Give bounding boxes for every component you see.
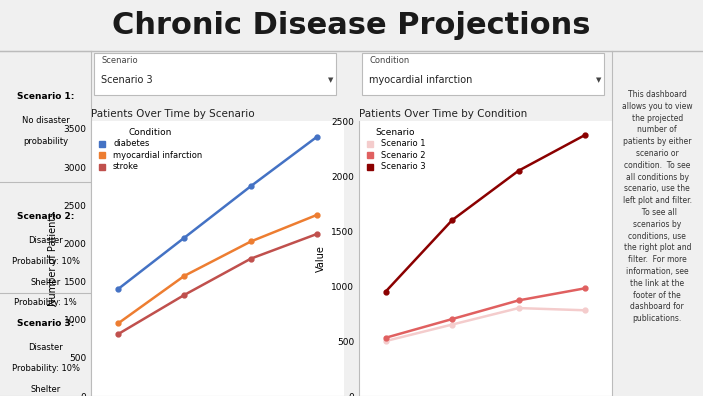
Text: Disaster: Disaster [28,236,63,246]
Text: Disaster: Disaster [28,343,63,352]
Text: Scenario 2:: Scenario 2: [17,212,75,221]
Text: Scenario 1:: Scenario 1: [17,92,75,101]
Legend: Scenario 1, Scenario 2, Scenario 3: Scenario 1, Scenario 2, Scenario 3 [363,126,428,174]
Text: Patients Over Time by Condition: Patients Over Time by Condition [359,109,527,119]
FancyBboxPatch shape [361,53,604,95]
Y-axis label: Number of Patients: Number of Patients [48,211,58,306]
Text: Probability: 10%: Probability: 10% [12,257,79,266]
Text: myocardial infarction: myocardial infarction [369,75,472,85]
Text: Probability: 1%: Probability: 1% [14,299,77,307]
Text: Chronic Disease Projections: Chronic Disease Projections [112,11,591,40]
Legend: diabetes, myocardial infarction, stroke: diabetes, myocardial infarction, stroke [96,126,205,174]
Text: Shelter: Shelter [30,385,61,394]
Text: probability: probability [23,137,68,146]
Text: No disaster: No disaster [22,116,70,125]
Text: Shelter: Shelter [30,278,61,287]
Text: Condition: Condition [369,56,409,65]
Text: This dashboard
allows you to view
the projected
number of
patients by either
sce: This dashboard allows you to view the pr… [622,90,692,323]
Text: ▼: ▼ [596,77,602,83]
Text: Scenario 3: Scenario 3 [101,75,153,85]
Text: Patients Over Time by Scenario: Patients Over Time by Scenario [91,109,255,119]
FancyBboxPatch shape [94,53,336,95]
Text: Scenario 3:: Scenario 3: [17,319,75,328]
Y-axis label: Value: Value [316,245,325,272]
Text: Scenario: Scenario [101,56,138,65]
Text: Probability: 10%: Probability: 10% [12,364,79,373]
Text: ▼: ▼ [328,77,334,83]
